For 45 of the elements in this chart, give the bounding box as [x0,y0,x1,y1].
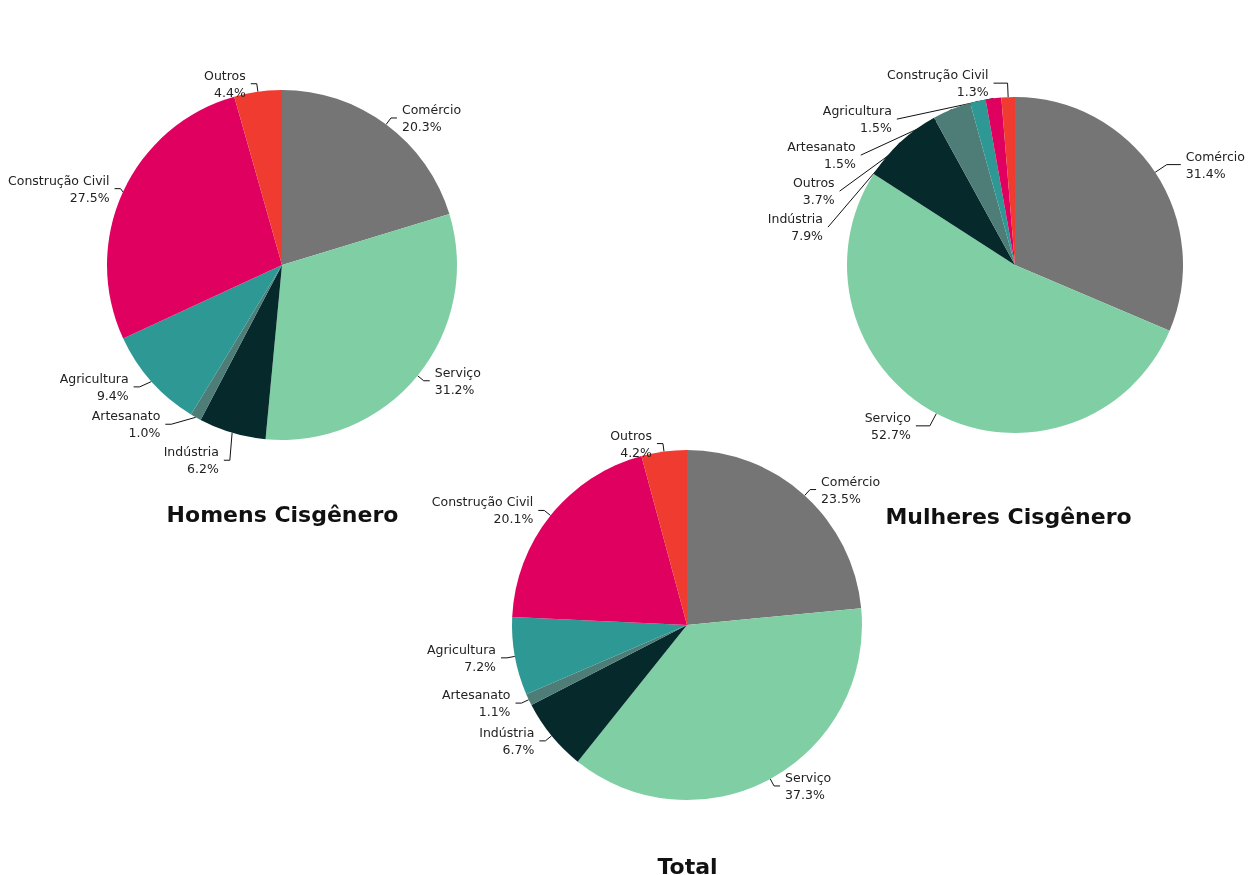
slice-label: Construção Civil [887,67,989,83]
data-label: 37.3% [785,786,825,802]
data-label: 6.2% [187,461,219,477]
text: Total [657,853,718,875]
slice-label: Outros [610,427,652,443]
slice-label: Artesanato [91,408,161,424]
data-label: 31.4% [1185,165,1226,181]
data-label: 27.5% [69,189,110,205]
slice-label: Indústria [479,724,535,740]
slice-label: Serviço [434,364,481,380]
data-label: 1.5% [860,120,892,136]
slice-label: Indústria [767,211,823,227]
slice-label: Artesanato [441,687,511,703]
data-label: 20.3% [401,118,442,134]
slice-label: Outros [204,67,246,83]
data-label: 7.9% [791,228,824,244]
data-label: 4.2% [620,444,653,460]
data-label: 31.2% [434,381,475,397]
data-label: 1.3% [956,84,989,100]
slice-label: Agricultura [426,641,496,657]
slice-label: Agricultura [822,103,892,119]
data-label: 23.5% [821,490,861,506]
data-label: 1.0% [128,425,161,441]
slice-label: Construção Civil [8,172,110,188]
slice-label: Agricultura [59,370,129,386]
slice-label: Comércio [401,101,462,117]
slice-label: Serviço [785,769,832,785]
slice-label: Indústria [163,444,219,460]
data-label: 3.7% [802,192,835,208]
data-label: 1.5% [824,156,856,172]
data-label: 52.7% [871,426,911,442]
slice-label: Artesanato [787,139,856,155]
slice-label: Comércio [1185,148,1245,164]
data-label: 4.4% [214,84,246,100]
slice-label: Comércio [821,473,881,489]
data-label: 1.1% [478,704,511,720]
data-label: 6.7% [502,741,535,757]
text: Mulheres Cisgênero [885,503,1132,529]
data-label: 7.2% [464,658,497,674]
data-label: 9.4% [96,387,129,403]
slice-label: Serviço [864,409,911,425]
text: Homens Cisgênero [166,501,399,527]
data-label: 20.1% [493,511,534,527]
slice-label: Outros [792,175,835,191]
slice-label: Construção Civil [431,494,534,510]
